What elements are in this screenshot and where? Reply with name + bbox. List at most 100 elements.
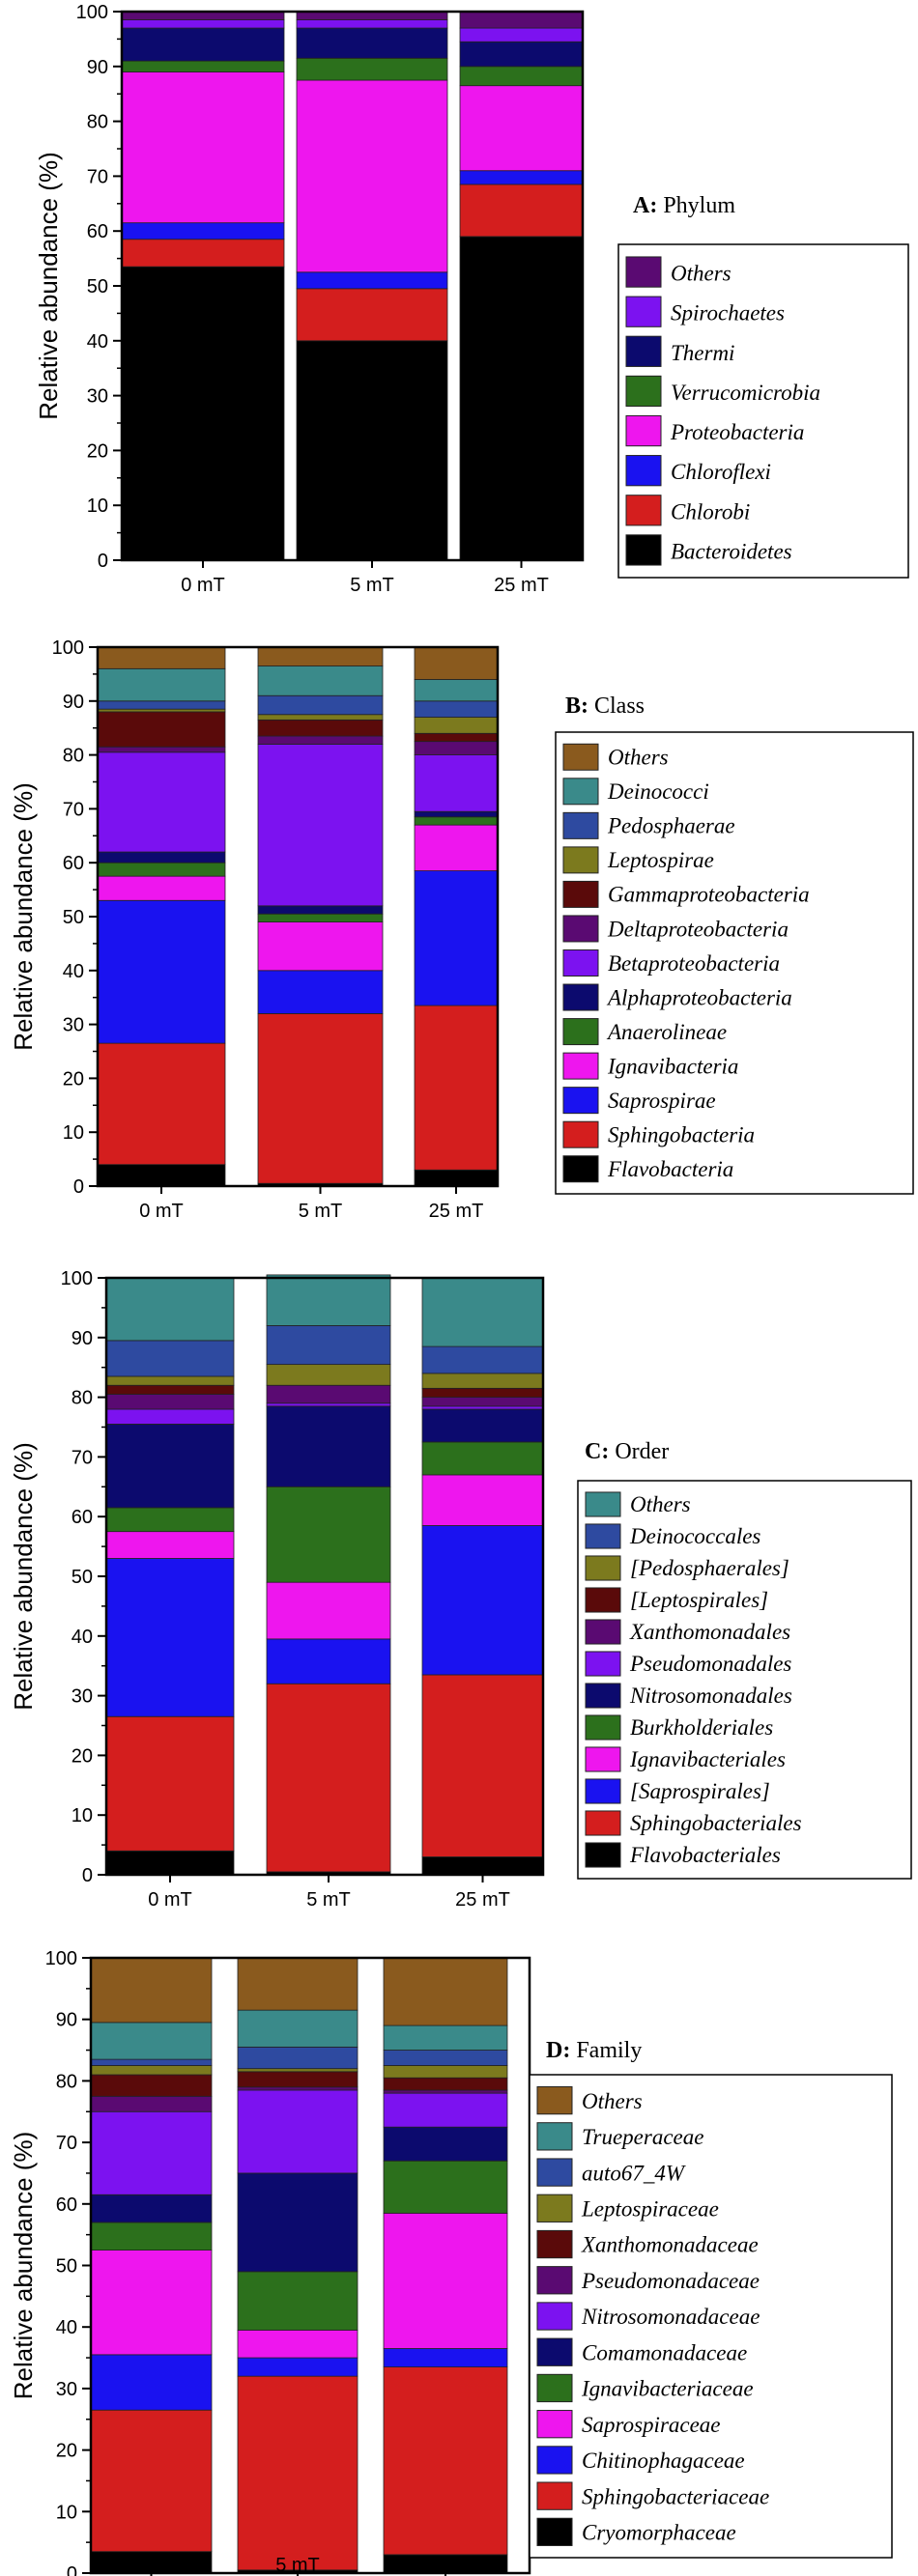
y-tick-label: 30 <box>72 1686 93 1708</box>
bar-segment <box>105 1408 235 1425</box>
bar-segment <box>266 1384 391 1404</box>
legend-label: Chitinophagaceae <box>582 2449 745 2473</box>
bar-segment <box>383 2366 508 2556</box>
legend-label: Gammaproteobacteria <box>608 883 810 907</box>
legend-label: Leptospirae <box>607 848 714 872</box>
legend: Others Deinococci Pedosphaerae Leptospirae G… <box>555 731 914 1195</box>
legend-swatch <box>536 2122 573 2151</box>
legend-label: Leptospiraceae <box>581 2196 719 2221</box>
legend-swatch <box>585 1587 621 1613</box>
bar-segment <box>257 744 384 907</box>
bar-segment <box>97 851 226 863</box>
bar-segment <box>90 2074 213 2097</box>
y-tick-label: 70 <box>87 166 108 187</box>
y-tick-label: 10 <box>63 1122 84 1144</box>
y-tick-label: 20 <box>72 1745 93 1767</box>
y-tick-label: 90 <box>56 2010 77 2031</box>
y-tick-label: 0 <box>73 1176 84 1198</box>
legend-label: Saprospirae <box>608 1089 716 1113</box>
bar-segment <box>266 1402 391 1407</box>
legend-swatch <box>536 2446 573 2475</box>
legend-swatch <box>625 256 662 288</box>
legend-swatch <box>625 296 662 327</box>
y-tick-label: 10 <box>72 1805 93 1826</box>
bar-segment <box>414 679 499 702</box>
legend-label: Cryomorphaceae <box>582 2521 736 2545</box>
legend-label: [Pedosphaerales] <box>630 1556 789 1580</box>
y-tick-label: 40 <box>87 331 108 353</box>
panel-title: C: Order <box>585 1439 669 1464</box>
legend-swatch <box>562 915 599 943</box>
panel-d: 0 10 20 30 40 50 60 70 80 90 100 0 mT 5 mT 25 mT Relat… <box>9 1948 893 2576</box>
bar-segment <box>459 85 584 172</box>
bar-segment <box>421 1856 544 1876</box>
legend-label: Flavobacteria <box>607 1157 733 1181</box>
panel-a: 0 10 20 30 40 50 60 70 80 90 100 0 mT 5 mT 25 mT Relat… <box>34 2 909 596</box>
panel-letter: C: <box>585 1439 609 1464</box>
bar-segment <box>266 1274 391 1326</box>
bar-segment <box>121 11 285 20</box>
bar-segment <box>383 2212 508 2349</box>
x-tick-label: 0 mT <box>129 2555 174 2576</box>
bar-segment <box>257 714 384 721</box>
legend-swatch <box>625 335 662 367</box>
bar-segment <box>105 1424 235 1509</box>
legend-swatch <box>625 414 662 447</box>
bar-segment <box>121 27 285 62</box>
bar-segment <box>105 1375 235 1386</box>
legend-label: Thermi <box>671 341 734 365</box>
bar-segment <box>105 1340 235 1377</box>
bar-segment <box>421 1277 544 1347</box>
legend-label: Pseudomonadales <box>629 1652 791 1676</box>
bar-segment <box>90 2222 213 2250</box>
bar-segment <box>105 1277 235 1342</box>
bar-segment <box>414 870 499 1006</box>
bar-segment <box>237 2271 359 2331</box>
legend-label: Deltaproteobacteria <box>607 917 789 941</box>
legend-label: Bacteroidetes <box>671 539 792 563</box>
bar-segment <box>105 1394 235 1410</box>
legend-swatch <box>562 880 599 908</box>
panel-letter: D: <box>546 2038 570 2063</box>
bar-segment <box>237 2086 359 2091</box>
legend-swatch <box>562 1087 599 1115</box>
legend-label: Trueperaceae <box>582 2125 703 2149</box>
legend-swatch <box>536 2481 573 2510</box>
bar-segment <box>383 2160 508 2214</box>
bar-segment <box>383 2024 508 2051</box>
bar-segment <box>105 1531 235 1559</box>
legend-label: Others <box>582 2089 643 2113</box>
bar-segment <box>257 970 384 1014</box>
legend-swatch <box>536 2302 573 2331</box>
bar-segment <box>421 1525 544 1676</box>
bar-segment <box>414 741 499 756</box>
bar-segment <box>459 27 584 42</box>
legend-swatch <box>585 1651 621 1677</box>
bar-segment <box>237 1957 359 2011</box>
bar-segment <box>383 2077 508 2091</box>
y-tick-label: 20 <box>63 1068 84 1090</box>
legend-swatch <box>562 778 599 806</box>
legend-label: auto67_4W <box>582 2161 686 2185</box>
legend-swatch <box>536 2158 573 2187</box>
legend-swatch <box>585 1491 621 1517</box>
bar-segment <box>414 810 499 818</box>
bar-segment <box>296 340 448 561</box>
y-tick-label: 60 <box>72 1507 93 1528</box>
panel-name: Order <box>615 1439 669 1464</box>
y-tick-label: 60 <box>56 2194 77 2216</box>
bar-segment <box>383 2050 508 2066</box>
bar-segment <box>421 1441 544 1476</box>
legend-box <box>555 731 914 1195</box>
bar-segment <box>414 1169 499 1187</box>
x-tick-label: 5 mT <box>299 1201 343 1222</box>
bar-segment <box>414 754 499 812</box>
x-tick-label: 0 mT <box>148 1889 192 1911</box>
legend-label: Sphingobacteriaceae <box>582 2484 769 2508</box>
legend-swatch <box>536 2266 573 2295</box>
legend: Others Deinococcales [Pedosphaerales] [Lept… <box>577 1480 912 1880</box>
bar-segment <box>97 751 226 853</box>
bar-segment <box>266 1638 391 1684</box>
bar-segment <box>421 1345 544 1374</box>
bar-segment <box>266 1325 391 1366</box>
